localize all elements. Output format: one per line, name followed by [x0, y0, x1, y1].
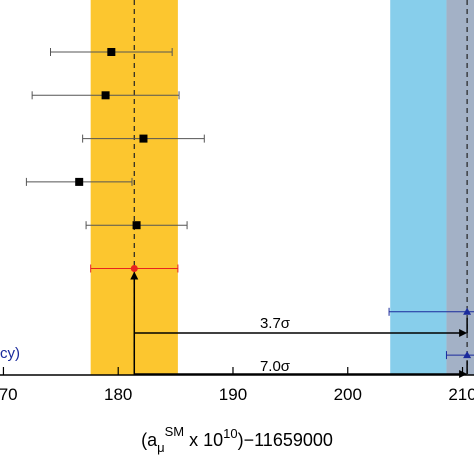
- plot-area: 3.7σ 7.0σ cy) 170 180 190 200 210: [0, 0, 474, 404]
- point: [130, 265, 138, 272]
- annotation: 7.0σ: [260, 358, 291, 375]
- band: [390, 0, 447, 375]
- x-label-sub: μ: [157, 440, 165, 455]
- point: [101, 91, 110, 100]
- x-label-part: (a: [141, 430, 158, 450]
- point: [463, 307, 472, 315]
- annotation: 3.7σ: [260, 315, 291, 332]
- x-tick-label: 200: [334, 385, 362, 404]
- arrow-head: [459, 329, 468, 337]
- annotation: cy): [0, 345, 20, 362]
- x-label-part: x 10: [184, 430, 223, 450]
- x-label-part: )−11659000: [238, 430, 333, 450]
- point: [463, 351, 472, 359]
- x-tick-label: 210: [448, 385, 474, 404]
- point: [132, 221, 141, 230]
- x-axis-label: (aμSM x 1010)−11659000: [141, 424, 333, 455]
- x-tick-label: 170: [0, 385, 18, 404]
- x-tick-label: 190: [219, 385, 247, 404]
- point: [107, 48, 116, 56]
- band: [446, 0, 474, 375]
- arrow-head: [130, 271, 139, 280]
- point: [139, 134, 148, 143]
- point: [75, 177, 84, 186]
- x-label-exp: 10: [223, 426, 237, 441]
- x-label-sup: SM: [165, 424, 185, 439]
- x-tick-label: 180: [104, 385, 132, 404]
